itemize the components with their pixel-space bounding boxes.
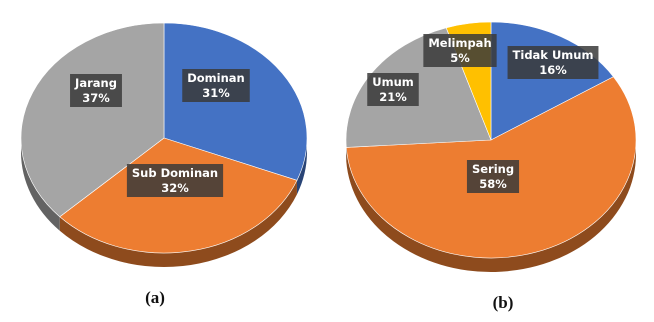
data-label-category: Dominan <box>187 71 245 85</box>
pie-a-side-dominan <box>296 138 307 195</box>
data-label-value: 37% <box>82 91 110 105</box>
panel-caption-a: (a) <box>145 288 165 307</box>
data-label-value: 32% <box>161 181 189 195</box>
data-label-category: Tidak Umum <box>513 48 594 62</box>
data-label-category: Sering <box>472 162 514 176</box>
data-label-value: 21% <box>379 90 407 104</box>
data-label-category: Umum <box>372 75 414 89</box>
data-label-category: Sub Dominan <box>132 166 218 180</box>
data-label-category: Jarang <box>74 76 117 90</box>
data-label-value: 31% <box>202 86 230 100</box>
data-label-value: 58% <box>479 177 507 191</box>
pie-a-side-sub-dominan <box>59 180 297 268</box>
data-label-value: 16% <box>539 63 567 77</box>
pie-a-slice-jarang <box>20 22 165 218</box>
data-label-category: Melimpah <box>428 36 491 50</box>
data-label-value: 5% <box>450 51 470 65</box>
pie-chart-b: Tidak Umum16%Sering58%Umum21%Melimpah5%(… <box>345 21 637 312</box>
panel-caption-b: (b) <box>493 293 514 312</box>
